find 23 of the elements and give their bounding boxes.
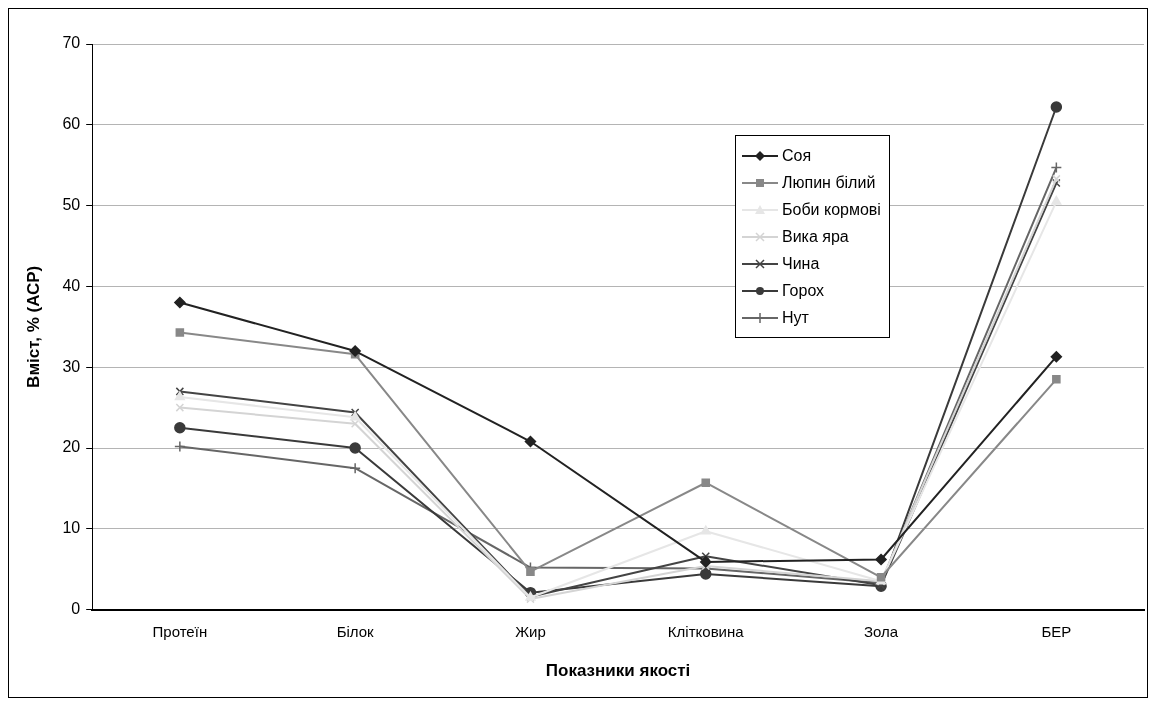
y-tick-label: 20 [62, 438, 81, 456]
legend-label: Боби кормові [782, 200, 881, 219]
legend-label: Люпин білий [782, 173, 876, 192]
y-tick-label: 70 [62, 34, 81, 52]
legend-label: Горох [782, 281, 825, 300]
legend-label: Чина [782, 254, 820, 273]
legend-label: Соя [782, 146, 812, 165]
x-tick-label: Зола [863, 622, 899, 640]
legend-label: Вика яра [782, 227, 849, 246]
y-tick-label: 40 [62, 276, 81, 294]
x-tick-label: Клітковина [667, 622, 745, 640]
legend-label: Нут [782, 308, 809, 327]
x-tick-label: Жир [515, 622, 546, 640]
y-tick-label: 50 [62, 196, 81, 214]
x-tick-label: БЕР [1041, 622, 1072, 640]
y-tick-label: 60 [62, 115, 81, 133]
y-tick-label: 0 [71, 600, 81, 618]
y-tick-label: 10 [62, 519, 81, 537]
y-axis-title: Вміст, % (АСР) [23, 265, 43, 388]
x-axis-title: Показники якості [545, 661, 691, 681]
x-tick-label: Білок [336, 622, 375, 640]
y-tick-label: 30 [62, 357, 81, 375]
x-tick-label: Протеїн [152, 622, 208, 640]
